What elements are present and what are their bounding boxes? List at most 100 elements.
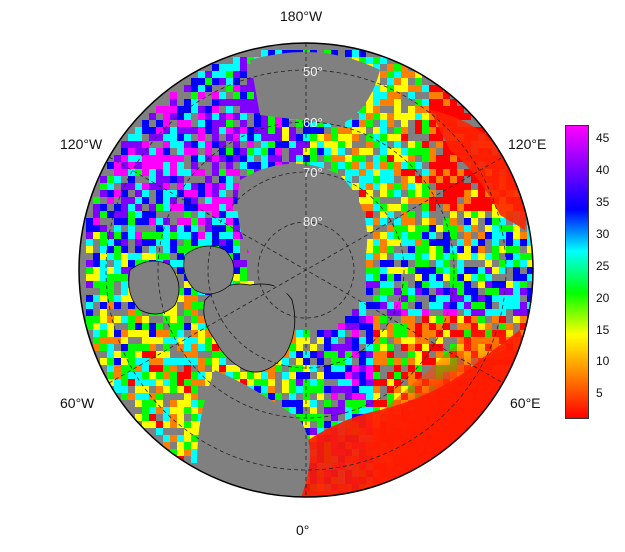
data-cell bbox=[429, 113, 436, 120]
data-cell bbox=[513, 239, 520, 246]
data-cell bbox=[142, 169, 149, 176]
data-cell bbox=[289, 393, 296, 400]
data-cell bbox=[513, 253, 520, 260]
data-cell bbox=[198, 183, 205, 190]
data-cell bbox=[415, 281, 422, 288]
data-cell bbox=[289, 141, 296, 148]
data-cell bbox=[443, 302, 450, 309]
data-cell bbox=[233, 64, 240, 71]
data-cell bbox=[219, 351, 226, 358]
data-cell bbox=[226, 246, 233, 253]
data-cell bbox=[422, 260, 429, 267]
data-cell bbox=[457, 302, 464, 309]
data-cell bbox=[429, 323, 436, 330]
data-cell bbox=[149, 330, 156, 337]
data-cell bbox=[429, 85, 436, 92]
data-cell bbox=[422, 316, 429, 323]
data-cell bbox=[450, 204, 457, 211]
data-cell bbox=[156, 358, 163, 365]
data-cell bbox=[114, 176, 121, 183]
data-cell bbox=[149, 344, 156, 351]
data-cell bbox=[163, 246, 170, 253]
data-cell bbox=[268, 386, 275, 393]
data-cell bbox=[450, 288, 457, 295]
data-cell bbox=[422, 218, 429, 225]
data-cell bbox=[464, 253, 471, 260]
data-cell bbox=[142, 162, 149, 169]
data-cell bbox=[107, 288, 114, 295]
data-cell bbox=[366, 99, 373, 106]
data-cell bbox=[191, 449, 198, 456]
data-cell bbox=[296, 351, 303, 358]
data-cell bbox=[331, 134, 338, 141]
data-cell bbox=[184, 281, 191, 288]
data-cell bbox=[163, 148, 170, 155]
data-cell bbox=[317, 358, 324, 365]
data-cell bbox=[422, 197, 429, 204]
data-cell bbox=[401, 218, 408, 225]
data-cell bbox=[163, 169, 170, 176]
data-cell bbox=[135, 316, 142, 323]
data-cell bbox=[212, 155, 219, 162]
data-cell bbox=[86, 316, 93, 323]
data-cell bbox=[471, 288, 478, 295]
data-cell bbox=[275, 393, 282, 400]
data-cell bbox=[205, 78, 212, 85]
data-cell bbox=[170, 358, 177, 365]
data-cell bbox=[394, 155, 401, 162]
data-cell bbox=[233, 260, 240, 267]
data-cell bbox=[100, 330, 107, 337]
data-cell bbox=[436, 337, 443, 344]
data-cell bbox=[415, 85, 422, 92]
data-cell bbox=[352, 365, 359, 372]
data-cell bbox=[198, 141, 205, 148]
data-cell bbox=[198, 400, 205, 407]
data-cell bbox=[156, 169, 163, 176]
data-cell bbox=[366, 316, 373, 323]
data-cell bbox=[373, 232, 380, 239]
data-cell bbox=[478, 127, 485, 134]
data-cell bbox=[394, 99, 401, 106]
hudson-bay bbox=[128, 260, 180, 315]
data-cell bbox=[415, 267, 422, 274]
data-cell bbox=[485, 218, 492, 225]
data-cell bbox=[142, 337, 149, 344]
data-cell bbox=[240, 134, 247, 141]
data-cell bbox=[233, 85, 240, 92]
data-cell bbox=[100, 176, 107, 183]
data-cell bbox=[107, 365, 114, 372]
data-cell bbox=[506, 260, 513, 267]
data-cell bbox=[261, 155, 268, 162]
data-cell bbox=[93, 232, 100, 239]
data-cell bbox=[170, 162, 177, 169]
data-cell bbox=[163, 176, 170, 183]
data-cell bbox=[107, 232, 114, 239]
data-cell bbox=[121, 218, 128, 225]
data-cell bbox=[135, 190, 142, 197]
data-cell bbox=[373, 386, 380, 393]
data-cell bbox=[359, 50, 366, 57]
data-cell bbox=[310, 407, 317, 414]
data-cell bbox=[345, 344, 352, 351]
data-cell bbox=[191, 155, 198, 162]
data-cell bbox=[233, 232, 240, 239]
data-cell bbox=[373, 295, 380, 302]
data-cell bbox=[324, 155, 331, 162]
data-cell bbox=[156, 421, 163, 428]
data-cell bbox=[114, 358, 121, 365]
data-cell bbox=[366, 176, 373, 183]
data-cell bbox=[93, 225, 100, 232]
data-cell bbox=[296, 148, 303, 155]
data-cell bbox=[177, 316, 184, 323]
data-cell bbox=[394, 148, 401, 155]
data-cell bbox=[324, 421, 331, 428]
data-cell bbox=[170, 232, 177, 239]
data-cell bbox=[205, 358, 212, 365]
data-cell bbox=[240, 260, 247, 267]
data-cell bbox=[149, 232, 156, 239]
data-cell bbox=[268, 162, 275, 169]
data-cell bbox=[408, 246, 415, 253]
data-cell bbox=[422, 246, 429, 253]
data-cell bbox=[184, 127, 191, 134]
data-cell bbox=[289, 386, 296, 393]
